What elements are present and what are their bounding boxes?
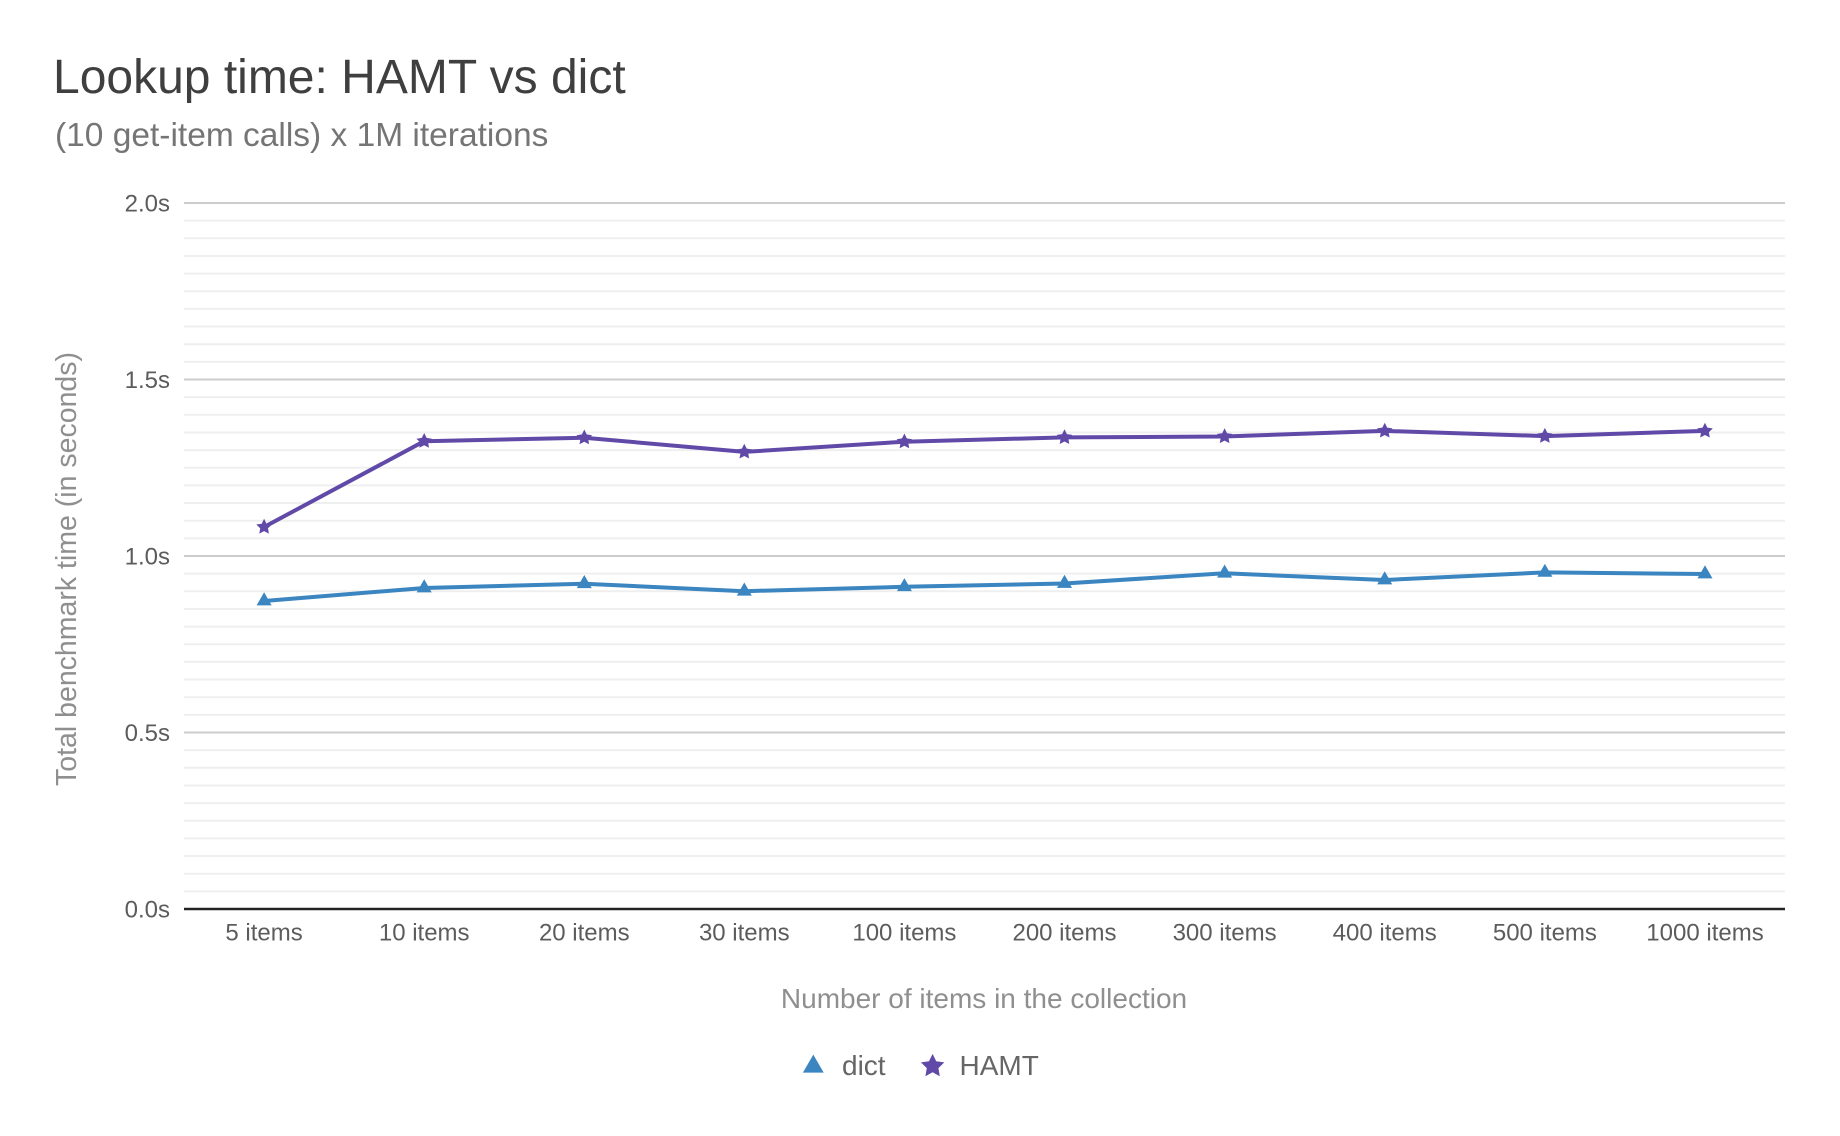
- svg-text:20 items: 20 items: [539, 920, 630, 947]
- svg-text:400 items: 400 items: [1333, 920, 1437, 947]
- svg-text:5 items: 5 items: [225, 920, 302, 947]
- svg-text:2.0s: 2.0s: [125, 191, 170, 218]
- svg-text:0.5s: 0.5s: [125, 720, 170, 747]
- svg-text:1.0s: 1.0s: [125, 544, 170, 571]
- svg-text:dict: dict: [842, 1050, 886, 1081]
- svg-text:Lookup time: HAMT vs dict: Lookup time: HAMT vs dict: [53, 51, 626, 104]
- svg-text:30 items: 30 items: [699, 920, 790, 947]
- svg-text:Number of items in the collect: Number of items in the collection: [781, 983, 1187, 1014]
- svg-text:100 items: 100 items: [852, 920, 956, 947]
- svg-text:Total benchmark time (in secon: Total benchmark time (in seconds): [51, 352, 83, 786]
- svg-text:200 items: 200 items: [1012, 920, 1116, 947]
- svg-text:300 items: 300 items: [1173, 920, 1277, 947]
- svg-text:1.5s: 1.5s: [125, 367, 170, 394]
- svg-text:10 items: 10 items: [379, 920, 470, 947]
- svg-text:0.0s: 0.0s: [125, 897, 170, 924]
- svg-text:500 items: 500 items: [1493, 920, 1597, 947]
- svg-text:(10 get-item calls) x 1M itera: (10 get-item calls) x 1M iterations: [55, 117, 548, 154]
- svg-text:1000 items: 1000 items: [1646, 920, 1763, 947]
- svg-text:HAMT: HAMT: [960, 1050, 1039, 1081]
